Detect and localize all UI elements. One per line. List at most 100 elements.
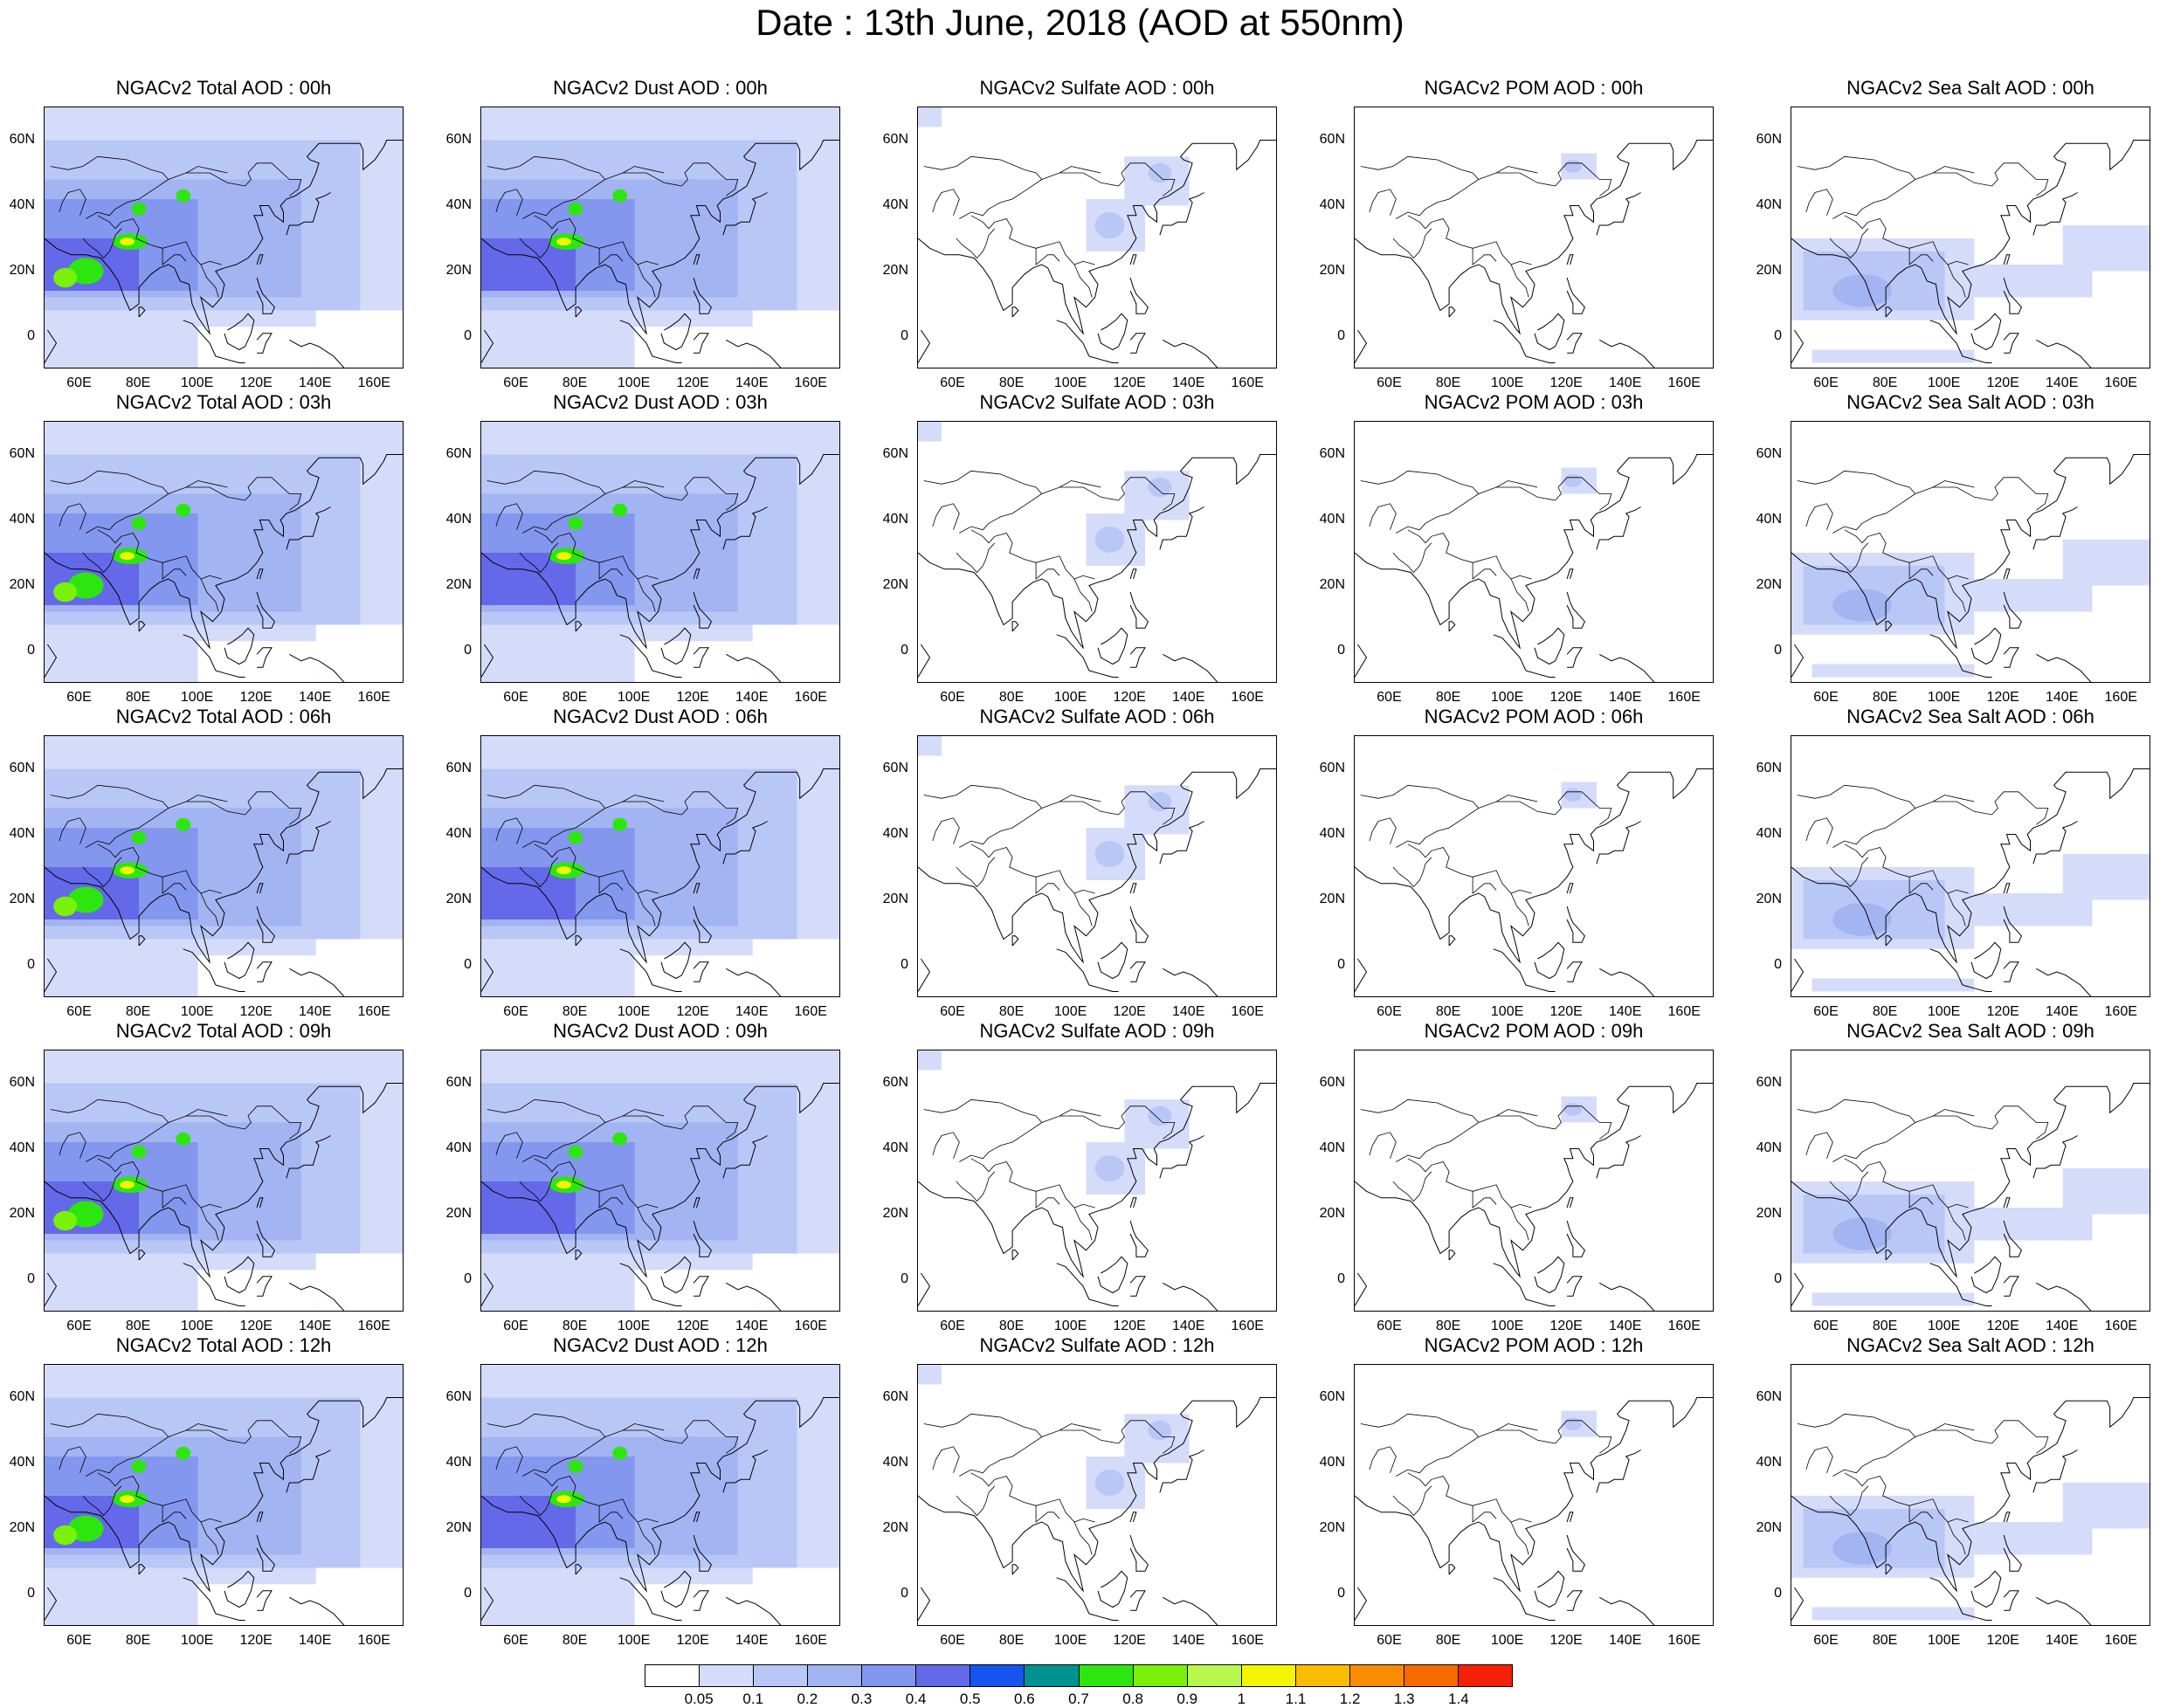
coastline — [2003, 254, 2011, 265]
lon-tick-label: 80E — [125, 375, 151, 390]
country-border — [522, 1105, 739, 1162]
lon-tick-label: 100E — [180, 1004, 214, 1019]
country-border — [97, 1472, 222, 1523]
coastline — [1929, 634, 1963, 671]
panel-title: NGACv2 Sea Salt AOD : 03h — [1846, 391, 2094, 413]
country-border — [1797, 1413, 1916, 1437]
lat-tick-label: 40N — [1756, 1140, 1782, 1155]
country-border — [1360, 470, 1480, 494]
country-border — [1059, 1109, 1101, 1117]
coastline — [1566, 906, 1585, 943]
coastline — [45, 329, 58, 363]
aod-field-cell — [1812, 664, 1975, 678]
coastline — [289, 653, 345, 682]
map-frame — [1791, 421, 2150, 683]
coastline — [256, 1590, 273, 1611]
lat-tick-label: 40N — [1756, 825, 1782, 841]
country-border — [487, 470, 606, 494]
lat-tick-label: 20N — [445, 1519, 472, 1535]
lon-tick-label: 160E — [357, 690, 390, 705]
lon-tick-label: 60E — [1377, 1633, 1402, 1648]
lon-tick-label: 80E — [1435, 690, 1461, 705]
coastline — [1159, 821, 1204, 864]
map-panel-pom-09h: NGACv2 POM AOD : 09h 60N 40N 20N 0 60E 80E 100E… — [1310, 1020, 1747, 1334]
country-border — [1059, 1423, 1101, 1431]
country-border — [97, 844, 222, 894]
coastline — [1791, 1083, 2150, 1278]
lat-tick-label: 60N — [882, 1388, 908, 1404]
lon-tick-label: 160E — [1667, 1004, 1701, 1019]
coastline — [2003, 1590, 2019, 1611]
lon-tick-label: 120E — [676, 375, 709, 390]
country-border — [637, 264, 656, 298]
country-border — [1396, 477, 1612, 534]
lon-tick-label: 120E — [1549, 1633, 1583, 1648]
country-border — [1396, 1105, 1612, 1162]
lon-tick-label: 80E — [1872, 375, 1898, 390]
aod-hotspot — [1832, 589, 1892, 622]
lon-tick-label: 60E — [503, 690, 528, 705]
country-border — [200, 578, 219, 612]
lat-tick-label: 60N — [9, 445, 35, 461]
lat-tick-label: 20N — [445, 1205, 472, 1221]
aod-hotspot — [1094, 1155, 1125, 1181]
country-border — [1844, 1158, 1969, 1209]
map-panel-pom-06h: NGACv2 POM AOD : 06h 60N 40N 20N 0 60E 80E 100E… — [1310, 706, 1747, 1020]
country-border — [923, 155, 1043, 180]
aod-field-cell — [2062, 540, 2150, 586]
country-border — [1908, 1191, 1934, 1209]
lat-tick-label: 40N — [1319, 1140, 1345, 1155]
aod-field-cell — [752, 1567, 839, 1625]
aod-hotspot — [1832, 903, 1892, 936]
country-border — [932, 817, 960, 844]
country-border — [1073, 1207, 1093, 1241]
colorbar-swatch — [754, 1665, 809, 1686]
coastline — [1088, 1613, 1119, 1621]
coastline — [652, 984, 682, 992]
lon-tick-label: 100E — [180, 1633, 214, 1648]
aod-hotspot — [1832, 1532, 1892, 1565]
lon-tick-label: 60E — [1377, 690, 1402, 705]
lat-tick-label: 40N — [445, 196, 472, 212]
coastline — [481, 958, 494, 992]
coastline — [45, 958, 58, 992]
country-border — [162, 1191, 187, 1209]
lat-tick-label: 20N — [1756, 262, 1782, 278]
country-border — [487, 155, 606, 180]
lat-tick-label: 40N — [445, 825, 472, 841]
lat-tick-label: 60N — [9, 760, 35, 775]
coastline — [2003, 961, 2019, 982]
coastline — [1355, 958, 1368, 992]
aod-hotspot — [568, 202, 583, 216]
aod-hotspot — [612, 189, 628, 203]
aod-field-cell — [315, 1253, 403, 1311]
lon-tick-label: 160E — [794, 1004, 827, 1019]
lon-tick-label: 120E — [239, 1633, 273, 1648]
country-border — [959, 162, 1176, 219]
map-frame — [1354, 107, 1714, 368]
coastline — [2003, 591, 2022, 629]
country-border — [162, 1505, 187, 1523]
lon-tick-label: 80E — [998, 1633, 1025, 1648]
country-border — [495, 817, 523, 844]
lat-tick-label: 60N — [1756, 445, 1782, 461]
lat-tick-label: 60N — [445, 131, 472, 147]
aod-map — [45, 1050, 403, 1311]
aod-field-cell — [918, 107, 942, 127]
lon-tick-label: 60E — [66, 1004, 92, 1019]
lat-tick-label: 20N — [1319, 1205, 1345, 1221]
lat-tick-label: 40N — [1319, 196, 1345, 212]
coastline — [1097, 1570, 1128, 1608]
coastline — [1011, 935, 1019, 947]
colorbar-swatch — [1458, 1665, 1512, 1686]
coastline — [660, 1570, 692, 1608]
aod-map — [918, 422, 1276, 682]
coastline — [481, 1397, 839, 1593]
map-frame — [44, 735, 404, 997]
lon-tick-label: 100E — [1490, 1004, 1524, 1019]
aod-field-cell — [1812, 1292, 1975, 1306]
coastline — [1129, 254, 1137, 265]
coastline — [2003, 1220, 2022, 1257]
country-border — [1947, 1207, 1966, 1241]
